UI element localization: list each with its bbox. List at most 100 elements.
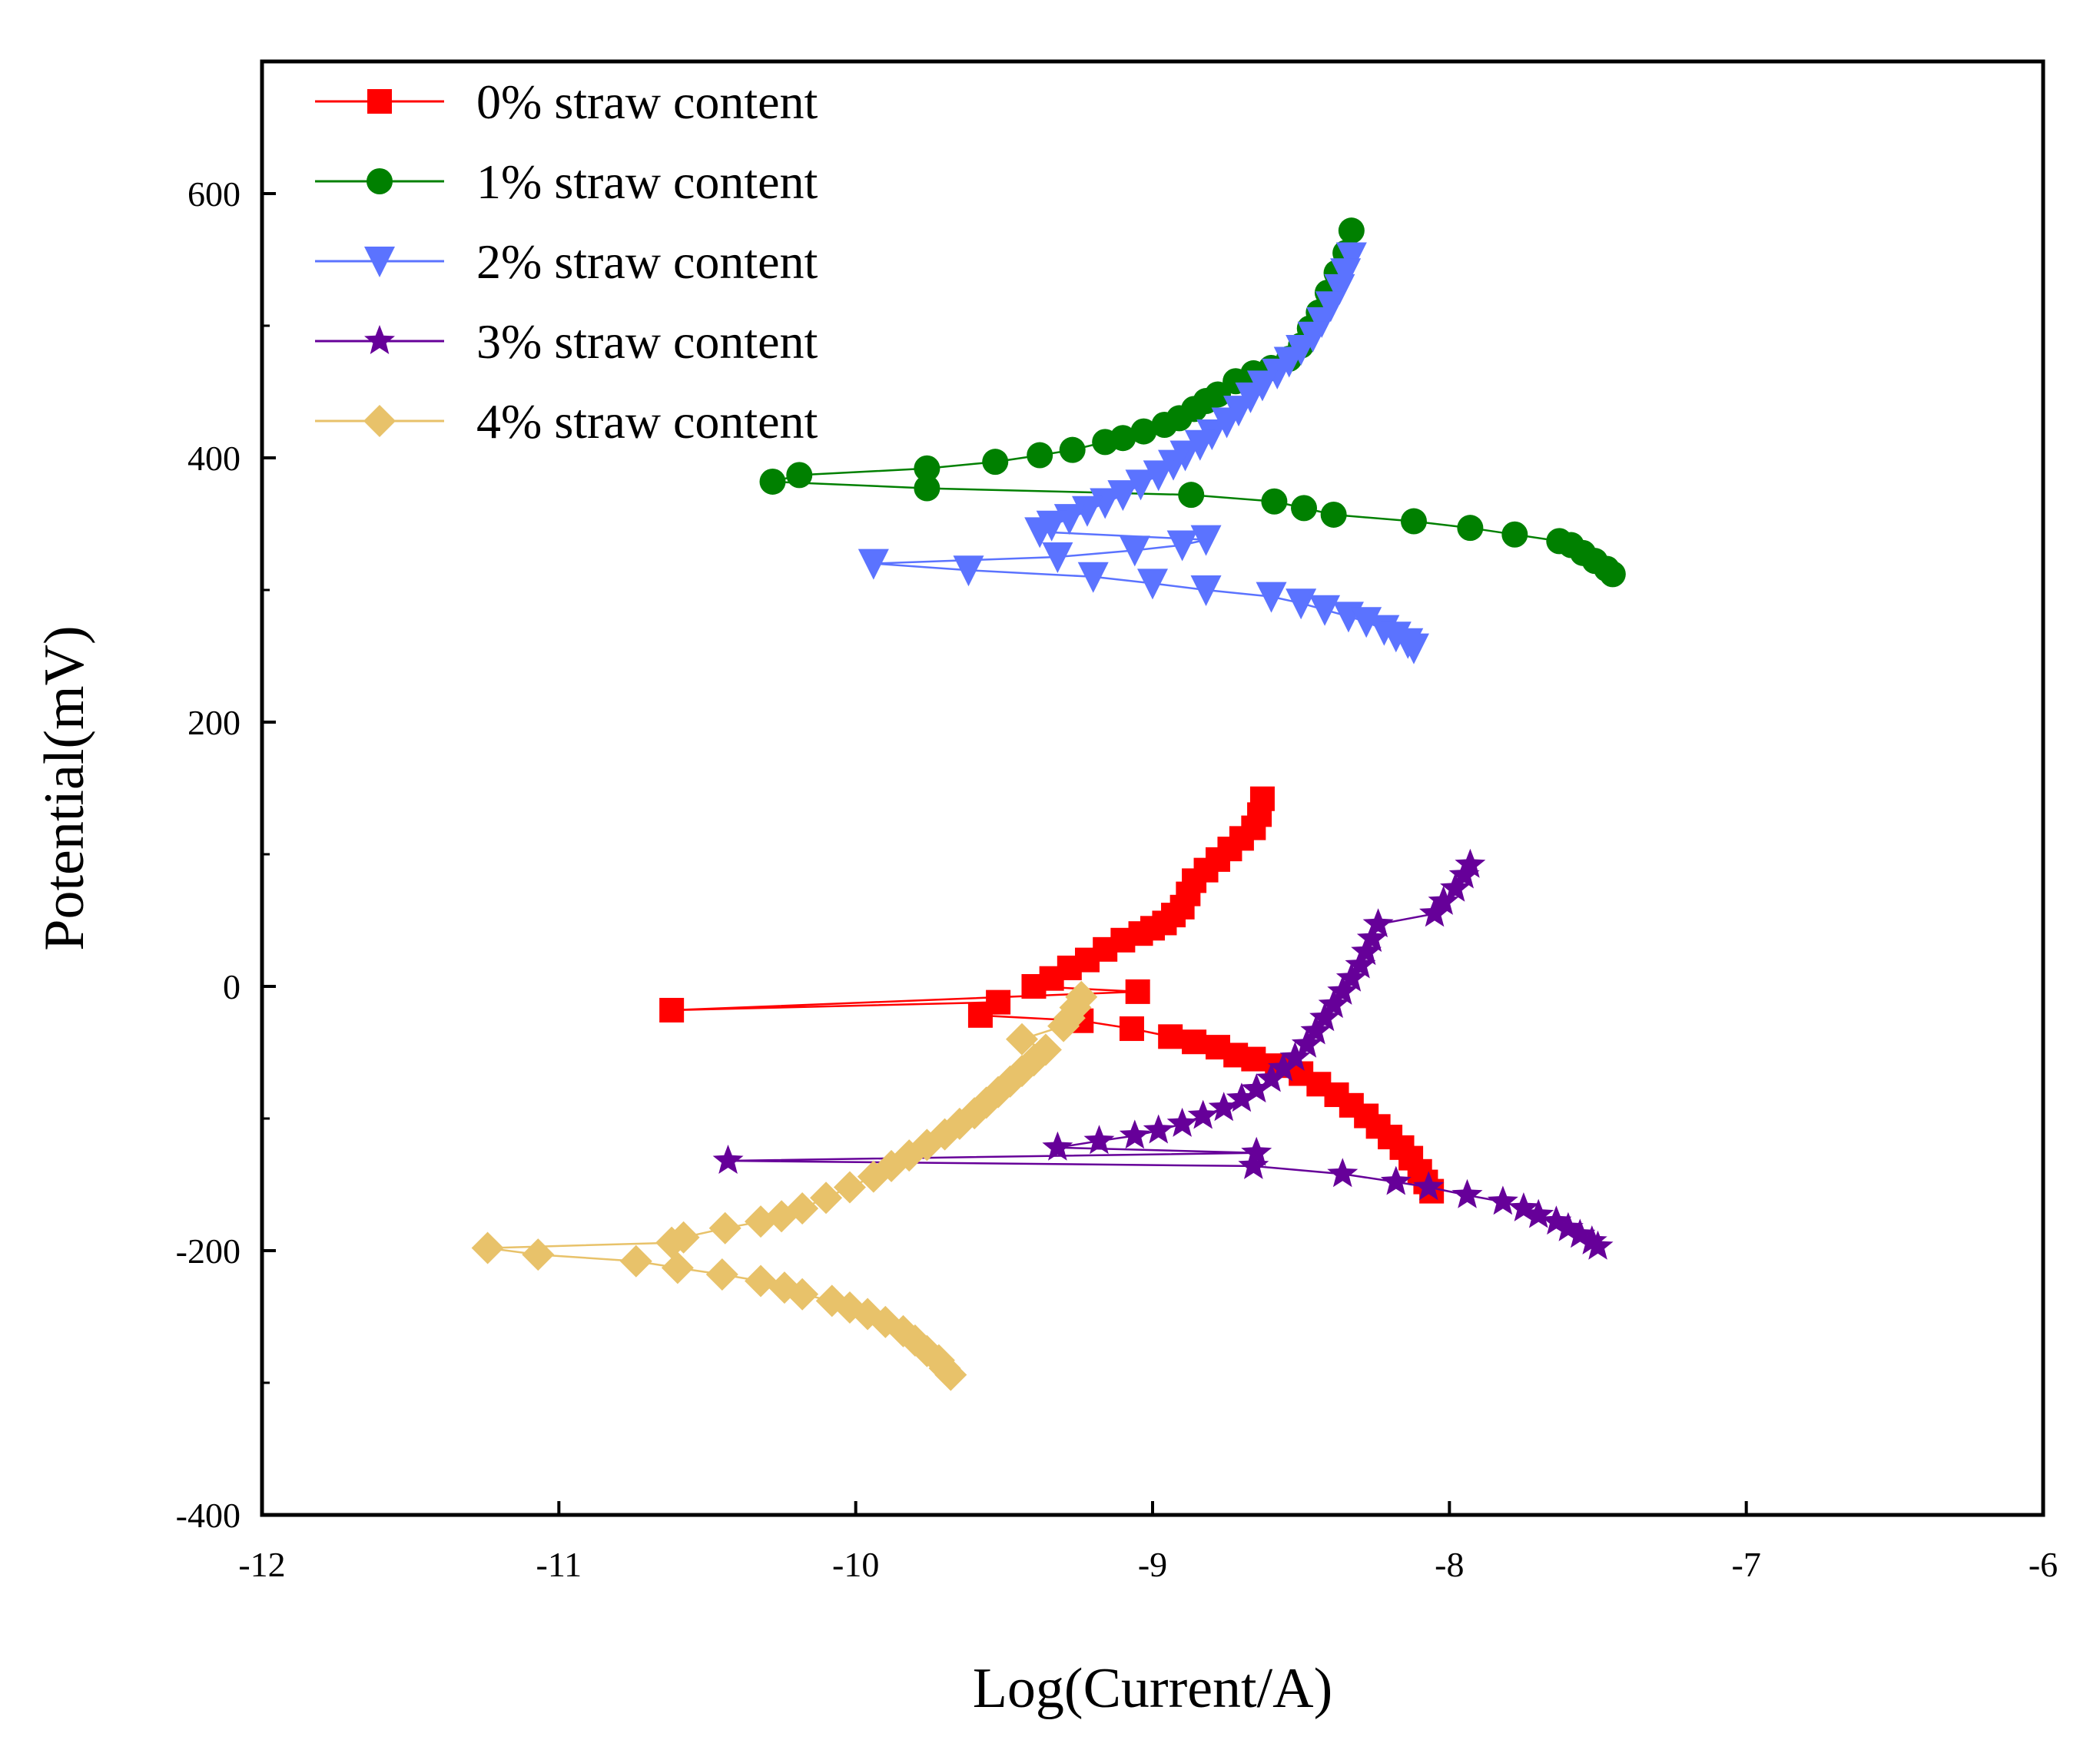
data-point: [1130, 418, 1157, 445]
series-2: [858, 242, 1429, 665]
data-series: [471, 217, 1626, 1391]
data-point: [712, 1145, 744, 1174]
data-point: [705, 1258, 738, 1291]
data-point: [661, 1251, 694, 1284]
data-point: [1582, 1230, 1614, 1260]
data-point: [1042, 542, 1073, 573]
data-point: [471, 1231, 504, 1264]
data-point: [1413, 1171, 1445, 1201]
data-point: [1309, 1002, 1340, 1032]
data-point: [914, 475, 941, 502]
legend-marker-4: [363, 405, 396, 437]
x-tick-label: -12: [238, 1545, 285, 1584]
data-point: [1158, 1024, 1183, 1049]
x-axis-title: Log(Current/A): [973, 1657, 1333, 1720]
x-tick-label: -7: [1732, 1545, 1761, 1584]
data-point: [1238, 1149, 1269, 1179]
data-point: [1351, 607, 1382, 638]
legend-marker-0: [367, 89, 392, 114]
data-point: [1335, 242, 1367, 273]
data-point: [1092, 429, 1119, 456]
legend-item-2: 2% straw content: [315, 234, 818, 289]
data-point: [1184, 429, 1216, 461]
data-point: [759, 468, 786, 495]
data-point: [655, 1226, 688, 1259]
data-point: [1208, 1092, 1239, 1122]
data-point: [1564, 1218, 1596, 1248]
data-point: [1279, 1041, 1311, 1071]
data-point: [934, 1358, 967, 1391]
data-point: [1362, 908, 1394, 938]
axis-ticks: -12 -11 -10 -9 -8 -7 -6 -400 -200 0 200 400 600: [176, 174, 2058, 1584]
data-point: [786, 462, 813, 489]
data-point: [367, 168, 393, 194]
y-tick-label: 200: [187, 703, 241, 742]
data-point: [1256, 1062, 1287, 1092]
data-point: [1262, 358, 1293, 389]
series-line-0: [672, 798, 1433, 1192]
data-point: [786, 1278, 819, 1311]
data-point: [1226, 1082, 1257, 1112]
data-point: [1345, 949, 1376, 979]
data-point: [1077, 562, 1109, 593]
data-point: [1125, 469, 1156, 501]
data-point: [1158, 449, 1189, 481]
x-tick-label: -11: [536, 1545, 582, 1584]
data-point: [364, 325, 395, 354]
data-point: [659, 997, 685, 1022]
data-point: [1190, 575, 1222, 606]
data-point: [1451, 1178, 1483, 1208]
data-point: [1268, 1052, 1299, 1082]
series-3: [712, 848, 1614, 1260]
data-point: [1143, 1114, 1174, 1144]
y-tick-label: 400: [187, 439, 241, 478]
data-point: [982, 449, 1009, 476]
legend-marker-1: [367, 168, 393, 194]
data-point: [1178, 482, 1205, 509]
data-point: [1166, 1107, 1198, 1137]
data-point: [1256, 582, 1287, 613]
legend-label-4: 4% straw content: [476, 394, 818, 449]
legend-item-4: 4% straw content: [315, 394, 818, 449]
data-point: [1320, 501, 1347, 528]
data-point: [1151, 412, 1178, 438]
legend-label-3: 3% straw content: [476, 314, 818, 369]
data-point: [967, 1003, 993, 1028]
legend-item-3: 3% straw content: [315, 314, 818, 369]
data-point: [1291, 1028, 1322, 1058]
legend-item-0: 0% straw content: [315, 75, 818, 129]
data-point: [1315, 291, 1346, 323]
data-point: [1241, 1073, 1272, 1103]
data-point: [1211, 407, 1242, 439]
data-point: [1125, 979, 1150, 1004]
data-point: [1027, 442, 1053, 469]
data-point: [1047, 1009, 1080, 1042]
data-point: [1182, 1029, 1207, 1055]
data-point: [1021, 974, 1047, 999]
data-point: [1119, 535, 1150, 567]
data-point: [1457, 515, 1484, 542]
data-point: [1042, 1131, 1073, 1161]
data-point: [1241, 1136, 1272, 1166]
data-point: [1330, 258, 1362, 290]
data-point: [953, 555, 984, 587]
data-point: [857, 1160, 890, 1193]
legend-label-2: 2% straw content: [476, 234, 818, 289]
data-point: [1508, 1192, 1539, 1221]
x-tick-label: -10: [832, 1545, 879, 1584]
data-point: [1190, 525, 1222, 556]
data-point: [364, 247, 395, 277]
legend-item-1: 1% straw content: [315, 154, 818, 209]
data-point: [1356, 923, 1388, 953]
data-point: [619, 1245, 652, 1278]
data-point: [1428, 885, 1459, 915]
x-tick-label: -8: [1435, 1545, 1464, 1584]
data-point: [1487, 1185, 1518, 1215]
data-point: [363, 405, 396, 437]
data-point: [745, 1205, 778, 1238]
data-point: [858, 549, 889, 580]
data-point: [914, 455, 941, 482]
data-point: [1455, 848, 1486, 878]
data-point: [367, 89, 392, 114]
data-point: [1576, 1225, 1607, 1254]
